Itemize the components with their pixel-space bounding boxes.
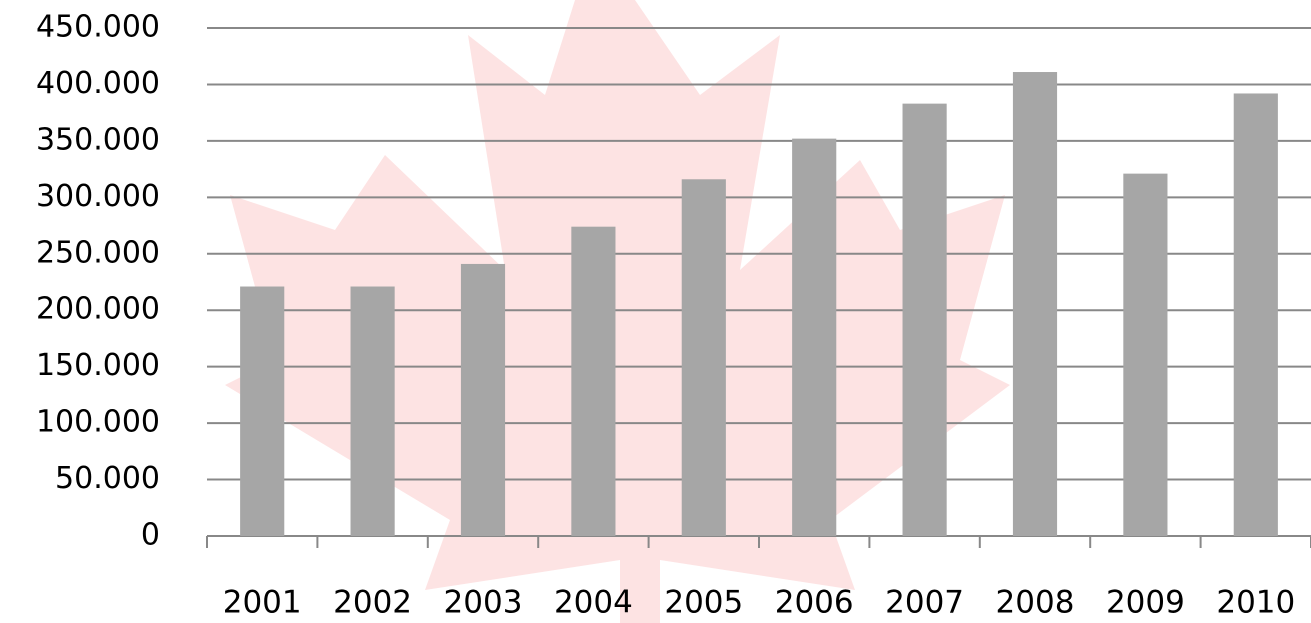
maple-leaf-background (225, 0, 1010, 623)
chart: 0 50.000 100.000 150.000 200.000 250.000 300.0… (0, 0, 1311, 623)
y-tick-label: 450.000 (36, 10, 160, 45)
bar (1234, 93, 1278, 536)
bar (240, 287, 284, 536)
bar (1013, 72, 1057, 536)
x-tick-label: 2002 (333, 585, 412, 621)
y-tick-label: 350.000 (36, 122, 160, 157)
y-tick-label: 100.000 (36, 405, 160, 440)
x-tick-label: 2006 (775, 585, 854, 621)
x-tick-label: 2001 (223, 585, 302, 621)
y-tick-label: 50.000 (55, 461, 160, 496)
y-tick-label: 400.000 (36, 66, 160, 101)
bar (792, 139, 836, 536)
y-tick-label: 0 (141, 518, 160, 553)
y-tick-label: 300.000 (36, 179, 160, 214)
bar (682, 179, 726, 536)
x-tick-label: 2009 (1106, 585, 1185, 621)
y-tick-label: 200.000 (36, 292, 160, 327)
bar (351, 287, 395, 536)
x-tick-label: 2010 (1216, 585, 1295, 621)
x-tick-label: 2004 (554, 585, 633, 621)
y-tick-label: 150.000 (36, 348, 160, 383)
y-tick-label: 250.000 (36, 235, 160, 270)
x-tick-label: 2003 (444, 585, 523, 621)
x-tick-label: 2007 (885, 585, 964, 621)
bar (1123, 174, 1167, 536)
bar (903, 104, 947, 536)
bar (571, 227, 615, 536)
x-tick-label: 2008 (996, 585, 1075, 621)
x-tick-label: 2005 (664, 585, 743, 621)
bar (461, 264, 505, 536)
